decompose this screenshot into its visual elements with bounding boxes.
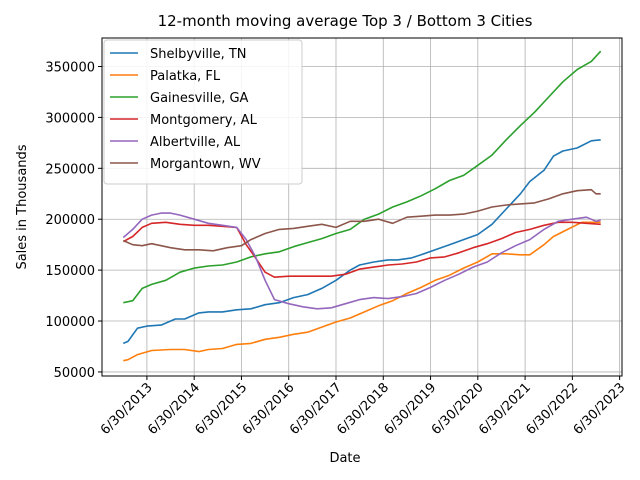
series-line-albertville-al [122,212,601,310]
y-tick-label: 200000 [45,213,95,228]
legend-label-montgomery-al: Montgomery, AL [150,113,258,128]
series-line-palatka-fl [123,221,601,362]
y-tick-label: 50000 [54,366,95,381]
chart-title: 12-month moving average Top 3 / Bottom 3… [158,12,533,30]
y-tick-label: 250000 [45,162,95,177]
legend-label-gainesville-ga: Gainesville, GA [150,91,249,106]
legend-label-morgantown-wv: Morgantown, WV [150,157,261,172]
legend: Shelbyville, TN Palatka, FL Gainesville, G… [103,39,303,185]
y-tick-label: 100000 [45,315,95,330]
legend-box [103,39,303,185]
series-line-morgantown-wv [122,188,601,252]
y-axis-ticks: 50000 100000 150000 200000 250000 300000 35000… [45,61,102,381]
plot-frame [101,37,623,377]
series-line-montgomery-al [122,221,601,278]
y-tick-label: 150000 [45,264,95,279]
legend-label-palatka-fl: Palatka, FL [150,69,221,84]
x-axis-label: Date [329,451,360,466]
legend-label-shelbyville-tn: Shelbyville, TN [150,47,247,62]
y-axis-label: Sales in Thousands [15,144,30,269]
y-tick-label: 300000 [45,111,95,126]
series-line-gainesville-ga [123,50,602,304]
series-line-shelbyville-tn [122,139,601,345]
series-lines [122,50,602,362]
y-tick-label: 350000 [45,61,95,76]
legend-label-albertville-al: Albertville, AL [150,135,241,150]
